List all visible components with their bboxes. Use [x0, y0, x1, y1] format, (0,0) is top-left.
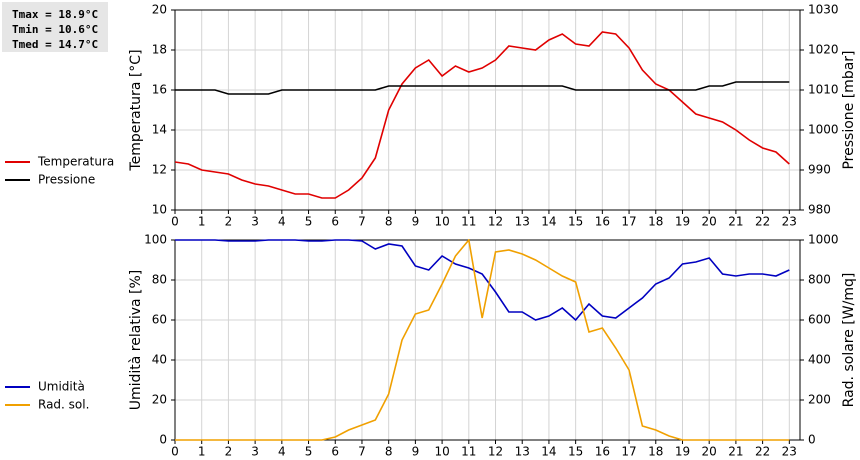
legend-label: Umidità	[38, 380, 85, 394]
stats-box	[2, 2, 108, 52]
x-tick-label: 0	[171, 445, 179, 459]
x-tick-label: 16	[595, 445, 610, 459]
x-tick-label: 19	[675, 445, 690, 459]
series-line	[175, 81, 790, 95]
y2-tick-label: 200	[808, 393, 831, 407]
x-tick-label: 9	[412, 445, 420, 459]
y-tick-label: 20	[152, 3, 167, 17]
x-tick-label: 0	[171, 215, 179, 229]
x-tick-label: 19	[675, 215, 690, 229]
x-tick-label: 11	[461, 445, 476, 459]
series-line	[175, 239, 790, 441]
legend-label: Pressione	[38, 173, 95, 187]
x-tick-label: 7	[358, 215, 366, 229]
y-tick-label: 80	[152, 273, 167, 287]
x-tick-label: 7	[358, 445, 366, 459]
y-tick-label: 12	[152, 163, 167, 177]
x-tick-label: 6	[331, 445, 339, 459]
legend-label: Rad. sol.	[38, 398, 89, 412]
y2-tick-label: 0	[808, 433, 816, 447]
y2-axis-label: Rad. solare [W/mq]	[841, 273, 857, 408]
x-tick-label: 21	[728, 445, 743, 459]
y-tick-label: 60	[152, 313, 167, 327]
plot-frame	[174, 9, 801, 211]
x-tick-label: 2	[225, 215, 233, 229]
y2-tick-label: 400	[808, 353, 831, 367]
y-axis-label: Temperatura [°C]	[128, 49, 144, 171]
y-tick-label: 14	[152, 123, 167, 137]
stats-line: Tmin = 10.6°C	[12, 23, 98, 36]
x-tick-label: 18	[648, 215, 663, 229]
x-tick-label: 6	[331, 215, 339, 229]
x-tick-label: 12	[488, 445, 503, 459]
x-tick-label: 4	[278, 215, 286, 229]
x-tick-label: 14	[541, 215, 556, 229]
x-tick-label: 21	[728, 215, 743, 229]
y-tick-label: 40	[152, 353, 167, 367]
x-tick-label: 12	[488, 215, 503, 229]
y-tick-label: 0	[159, 433, 167, 447]
y2-tick-label: 990	[808, 163, 831, 177]
x-tick-label: 5	[305, 215, 313, 229]
x-tick-label: 8	[385, 215, 393, 229]
y2-tick-label: 980	[808, 203, 831, 217]
series-line	[175, 239, 790, 322]
x-tick-label: 23	[782, 445, 797, 459]
x-tick-label: 1	[198, 445, 206, 459]
x-tick-label: 22	[755, 445, 770, 459]
y-tick-label: 100	[144, 233, 167, 247]
y2-tick-label: 1000	[808, 233, 839, 247]
legend-label: Temperatura	[37, 155, 114, 169]
stats-line: Tmax = 18.9°C	[12, 8, 98, 21]
x-tick-label: 13	[515, 445, 530, 459]
plot-frame	[174, 239, 801, 441]
x-tick-label: 3	[251, 445, 259, 459]
x-tick-label: 9	[412, 215, 420, 229]
x-tick-label: 17	[621, 215, 636, 229]
y2-tick-label: 1020	[808, 43, 839, 57]
x-tick-label: 18	[648, 445, 663, 459]
x-tick-label: 11	[461, 215, 476, 229]
x-tick-label: 20	[702, 445, 717, 459]
x-tick-label: 10	[434, 445, 449, 459]
x-tick-label: 13	[515, 215, 530, 229]
series-line	[175, 31, 790, 199]
x-tick-label: 23	[782, 215, 797, 229]
plot-area	[175, 240, 800, 440]
x-tick-label: 22	[755, 215, 770, 229]
y2-tick-label: 1000	[808, 123, 839, 137]
plot-area	[175, 10, 800, 210]
x-tick-label: 10	[434, 215, 449, 229]
stats-line: Tmed = 14.7°C	[12, 38, 98, 51]
y2-tick-label: 1030	[808, 3, 839, 17]
x-tick-label: 20	[702, 215, 717, 229]
x-tick-label: 2	[225, 445, 233, 459]
x-tick-label: 8	[385, 445, 393, 459]
y-tick-label: 10	[152, 203, 167, 217]
y-tick-label: 16	[152, 83, 167, 97]
x-tick-label: 16	[595, 215, 610, 229]
y2-axis-label: Pressione [mbar]	[841, 50, 857, 169]
y-tick-label: 20	[152, 393, 167, 407]
x-tick-label: 15	[568, 445, 583, 459]
x-tick-label: 1	[198, 215, 206, 229]
x-tick-label: 4	[278, 445, 286, 459]
y-tick-label: 18	[152, 43, 167, 57]
x-tick-label: 5	[305, 445, 313, 459]
x-tick-label: 3	[251, 215, 259, 229]
y-axis-label: Umidità relativa [%]	[128, 270, 144, 411]
x-tick-label: 17	[621, 445, 636, 459]
y2-tick-label: 600	[808, 313, 831, 327]
x-tick-label: 14	[541, 445, 556, 459]
y2-tick-label: 800	[808, 273, 831, 287]
y2-tick-label: 1010	[808, 83, 839, 97]
x-tick-label: 15	[568, 215, 583, 229]
